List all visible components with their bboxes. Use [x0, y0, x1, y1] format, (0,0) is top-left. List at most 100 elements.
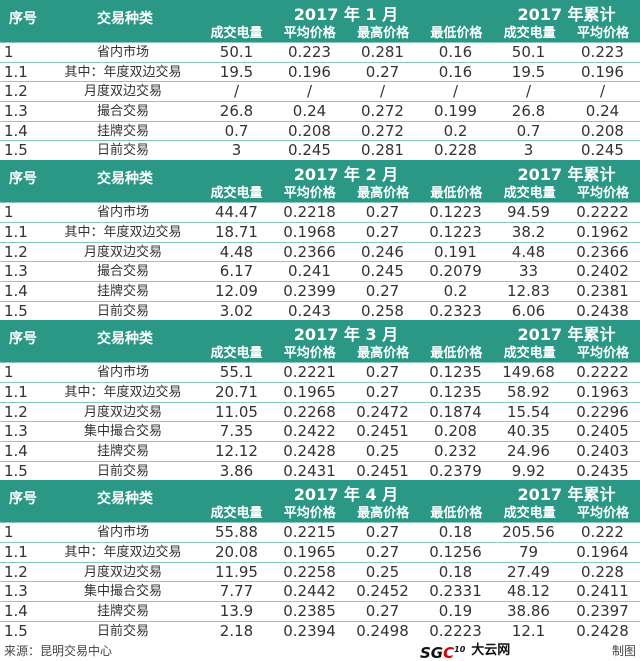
table-cell: 日前交易 [96, 143, 149, 159]
header-column: 平均价格 [283, 506, 336, 522]
table-cell: / [306, 82, 313, 101]
table-cell: 24.96 [507, 442, 550, 460]
table-cell: 12.12 [215, 442, 258, 460]
table-cell: 省内市场 [96, 365, 149, 381]
table-row: 1.1 其中：年度双边交易 18.71 0.1968 0.27 0.1223 38.2 0.1… [0, 221, 640, 242]
table-cell: 0.2452 [356, 582, 409, 601]
table-row: 1 省内市场 44.47 0.2218 0.27 0.1223 94.59 0.2222 [0, 202, 640, 222]
table-cell: 0.243 [288, 301, 331, 320]
table-cell: 撮合交易 [96, 104, 149, 120]
header-column: 成交电量 [210, 26, 263, 41]
table-cell: 0.2296 [576, 402, 629, 421]
header-column: 最高价格 [357, 506, 410, 522]
table-cell: 0.1874 [429, 402, 482, 421]
header-column: 成交电量 [503, 506, 556, 522]
table-cell: 1.4 [4, 442, 28, 460]
table-cell: 0.228 [434, 141, 477, 160]
table-cell: 0.2366 [283, 242, 336, 261]
table-cell: 0.2397 [576, 602, 629, 621]
header-column: 平均价格 [283, 186, 336, 202]
watermark-name: 大云网 [471, 643, 511, 658]
table-cell: 2.18 [219, 621, 254, 640]
table-cell: 1.1 [4, 62, 28, 81]
table-cell: 1.3 [4, 262, 28, 281]
table-row: 1.1 其中：年度双边交易 20.71 0.1965 0.27 0.1235 58.92 0.… [0, 381, 640, 402]
table-cell: 27.49 [507, 562, 550, 581]
table-cell: 38.86 [507, 602, 550, 621]
header-month: 2017 年 1 月 [293, 5, 399, 24]
header-cumulative: 2017 年累计 [517, 485, 616, 505]
table-cell: 0.2 [443, 121, 468, 140]
month-table: 序号 交易种类 2017 年 1 月 2017 年累计 成交电量 平均价格 最高价格 最… [0, 0, 640, 160]
table-cell: 0.27 [365, 62, 400, 81]
month-table: 序号 交易种类 2017 年 2 月 2017 年累计 成交电量 平均价格 最高价格 最… [0, 160, 640, 320]
table-row: 1.4 挂牌交易 13.9 0.2385 0.27 0.19 38.86 0.2397 [0, 601, 640, 621]
table-cell: 0.2405 [576, 422, 629, 441]
table-cell: 0.2428 [283, 442, 336, 460]
table-cell: 12.1 [511, 621, 546, 640]
table-row: 1.3 集中撮合交易 7.77 0.2442 0.2452 0.2331 48.12 0.24… [0, 581, 640, 601]
table-cell: 0.7 [516, 121, 541, 140]
table-cell: 0.2079 [429, 262, 482, 281]
table-cell: 55.88 [215, 523, 258, 542]
header-column: 成交电量 [210, 506, 263, 522]
header-seq: 序号 [9, 171, 37, 188]
table-row: 1.1 其中：年度双边交易 20.08 0.1965 0.27 0.1256 79 0.196… [0, 542, 640, 562]
table-cell: 0.2442 [283, 582, 336, 601]
table-cell: 1.1 [4, 382, 28, 401]
table-cell: 1 [4, 523, 14, 542]
table-cell: 1.5 [4, 621, 28, 640]
table-cell: 集中撮合交易 [83, 424, 162, 440]
table-cell: 挂牌交易 [96, 123, 149, 139]
table-cell: 0.2218 [283, 203, 336, 222]
table-cell: 0.196 [581, 62, 624, 81]
table-cell: / [379, 82, 386, 101]
table-cell: 48.12 [507, 582, 550, 601]
table-cell: 0.1964 [576, 543, 629, 562]
table-cell: 1.2 [4, 402, 28, 421]
table-cell: 0.2498 [356, 621, 409, 640]
table-cell: 1.2 [4, 82, 28, 101]
header-column: 最高价格 [357, 186, 410, 202]
table-cell: 1.1 [4, 543, 28, 562]
table-cell: 1.1 [4, 222, 28, 241]
table-cell: 0.241 [288, 262, 331, 281]
table-cell: 1.3 [4, 422, 28, 441]
table-row: 1.2 月度双边交易 11.05 0.2268 0.2472 0.1874 15.54 0.2… [0, 401, 640, 422]
table-cell: 月度双边交易 [83, 84, 162, 100]
table-cell: 0.2223 [429, 621, 482, 640]
table-cell: 7.35 [219, 422, 254, 441]
header-column: 成交电量 [210, 186, 263, 202]
table-cell: 0.27 [365, 281, 400, 300]
source-note: 来源：昆明交易中心 [4, 644, 113, 658]
table-cell: 6.17 [219, 262, 254, 281]
table-cell: 1.3 [4, 582, 28, 601]
table-cell: 1.2 [4, 242, 28, 261]
table-cell: 其中：年度双边交易 [64, 64, 182, 80]
table-cell: 4.48 [219, 242, 254, 261]
table-cell: 0.2323 [429, 301, 482, 320]
table-cell: 0.2399 [283, 281, 336, 300]
table-cell: 7.77 [219, 582, 254, 601]
header-column: 最低价格 [430, 186, 483, 202]
header-column: 成交电量 [210, 346, 263, 362]
table-cell: 挂牌交易 [96, 444, 149, 459]
table-cell: 149.68 [502, 363, 555, 382]
table-cell: 0.1965 [283, 382, 336, 401]
table-row: 1.3 集中撮合交易 7.35 0.2422 0.2451 0.208 40.35 0.240… [0, 421, 640, 441]
table-cell: 0.2385 [283, 602, 336, 621]
header-column: 平均价格 [576, 506, 629, 522]
table-cell: 19.5 [219, 62, 254, 81]
table-cell: 0.1223 [429, 222, 482, 241]
table-cell: 1 [4, 43, 14, 61]
header-month: 2017 年 2 月 [293, 165, 399, 185]
table-cell: 0.1963 [576, 382, 629, 401]
table-row: 1.5 日前交易 3 0.245 0.281 0.228 3 0.245 [0, 140, 640, 160]
table-cell: / [599, 82, 606, 101]
table-cell: 3.86 [219, 461, 254, 480]
header-column: 最低价格 [430, 346, 483, 362]
table-row: 1.1 其中：年度双边交易 19.5 0.196 0.27 0.16 19.5 0.196 [0, 61, 640, 82]
table-cell: 1.5 [4, 141, 28, 160]
table-cell: 9.92 [511, 461, 546, 480]
